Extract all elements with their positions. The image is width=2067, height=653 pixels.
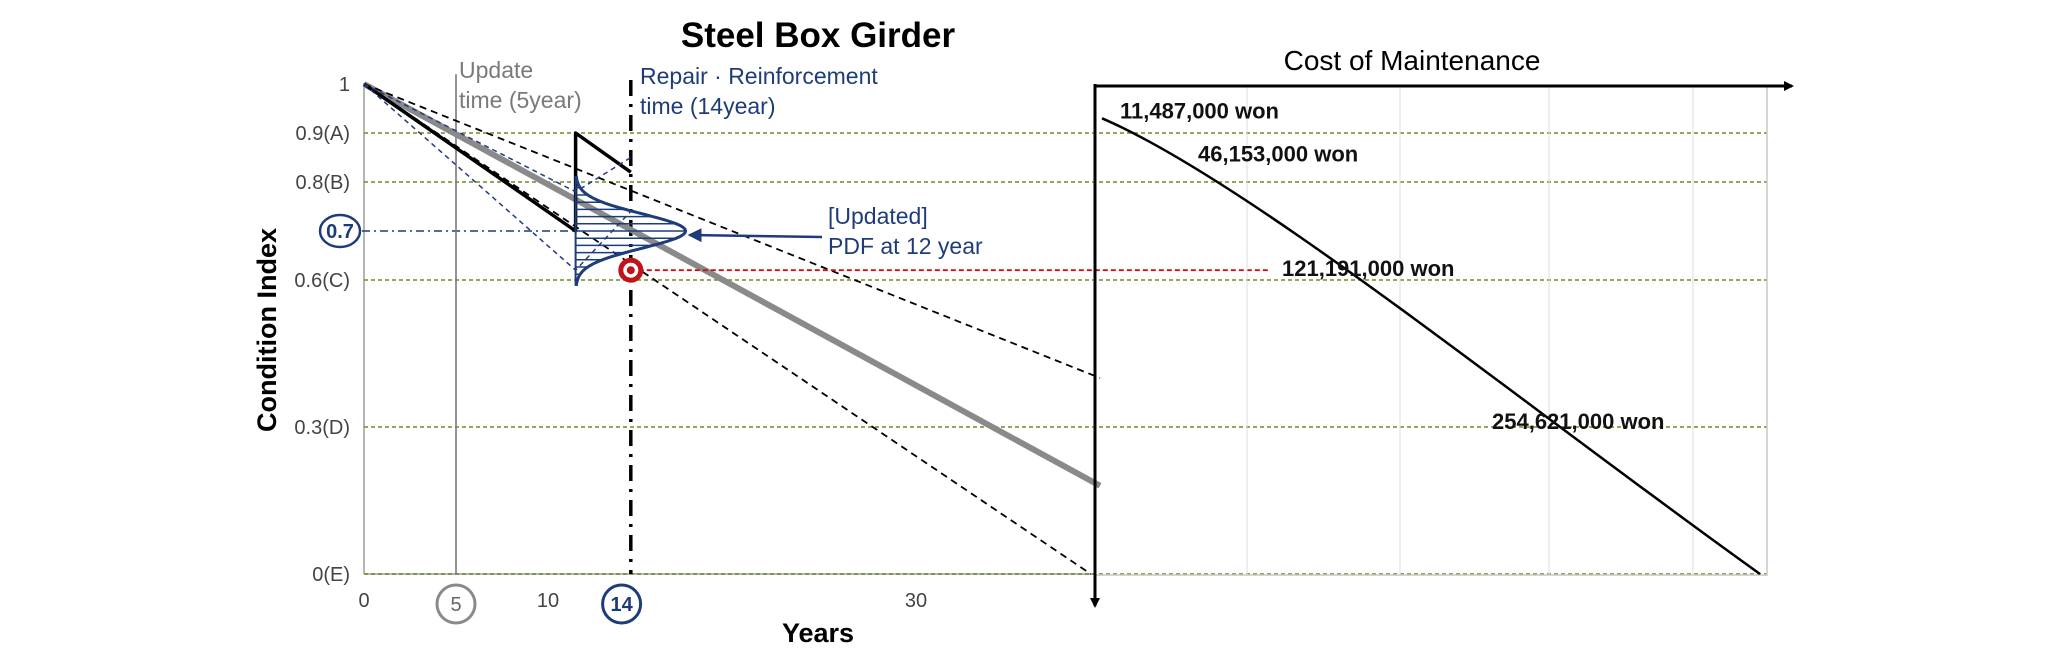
y-axis-label: Condition Index	[252, 228, 282, 432]
repair-time-annotation: Repair · Reinforcement time (14year)	[640, 63, 878, 119]
y-tick-circle-0.7	[318, 213, 362, 249]
x-axis-label: Years	[782, 618, 854, 648]
x-tick-label-0: 0	[358, 590, 369, 612]
axis-ticks: 1 0.9(A) 0.8(B) 0.7 0.6(C) 0.3(D) 0(E) 0 5 10 14 30	[294, 74, 927, 625]
cost-curve	[1101, 117, 1761, 576]
cost-label-2: 121,191,000 won	[1282, 256, 1454, 281]
update-time-line-2: time (5year)	[459, 87, 582, 113]
x-tick-label-5: 5	[450, 594, 461, 616]
cost-panel: 11,487,000 won 46,153,000 won 121,191,000 …	[1090, 81, 1794, 608]
y-tick-label-0(E): 0(E)	[312, 564, 350, 586]
update-time-annotation: Update time (5year)	[459, 57, 582, 113]
condition-series	[362, 74, 1270, 575]
y-tick-label-0.9(A): 0.9(A)	[296, 123, 350, 145]
x-tick-circle-5	[435, 583, 477, 625]
pdf-annotation: [Updated] PDF at 12 year	[828, 203, 983, 259]
repair-time-line-1: Repair · Reinforcement	[640, 63, 878, 89]
main-title: Steel Box Girder	[681, 16, 956, 55]
cost-title: Cost of Maintenance	[1284, 45, 1541, 76]
pdf-label-line-2: PDF at 12 year	[828, 233, 983, 259]
x-tick-circle-14	[601, 583, 643, 625]
x-tick-label-14: 14	[610, 594, 633, 616]
y-tick-label-0.3(D): 0.3(D)	[294, 417, 350, 439]
pdf-label-line-1: [Updated]	[828, 203, 928, 229]
cost-label-0: 11,487,000 won	[1120, 98, 1279, 123]
series-lower-dashed	[363, 83, 1092, 575]
repair-time-line-2: time (14year)	[640, 93, 775, 119]
cost-label-3: 254,621,000 won	[1492, 409, 1664, 434]
x-tick-label-30: 30	[905, 590, 927, 612]
cost-label-1: 46,153,000 won	[1198, 142, 1358, 167]
y-tick-label-0.6(C): 0.6(C)	[294, 270, 350, 292]
y-tick-label-0.8(B): 0.8(B)	[296, 172, 350, 194]
cost-labels: 11,487,000 won 46,153,000 won 121,191,000 …	[1120, 98, 1664, 434]
series-upper-dashed	[363, 83, 1101, 379]
x-tick-label-10: 10	[537, 590, 559, 612]
y-tick-label-0.7: 0.7	[326, 221, 354, 243]
pdf-arrow	[687, 228, 823, 243]
condition-grid	[344, 132, 1767, 575]
y-tick-label-1: 1	[339, 74, 350, 96]
update-time-line-1: Update	[459, 57, 533, 83]
series-mean-gray	[362, 81, 1102, 489]
threshold-point-center	[626, 266, 635, 275]
